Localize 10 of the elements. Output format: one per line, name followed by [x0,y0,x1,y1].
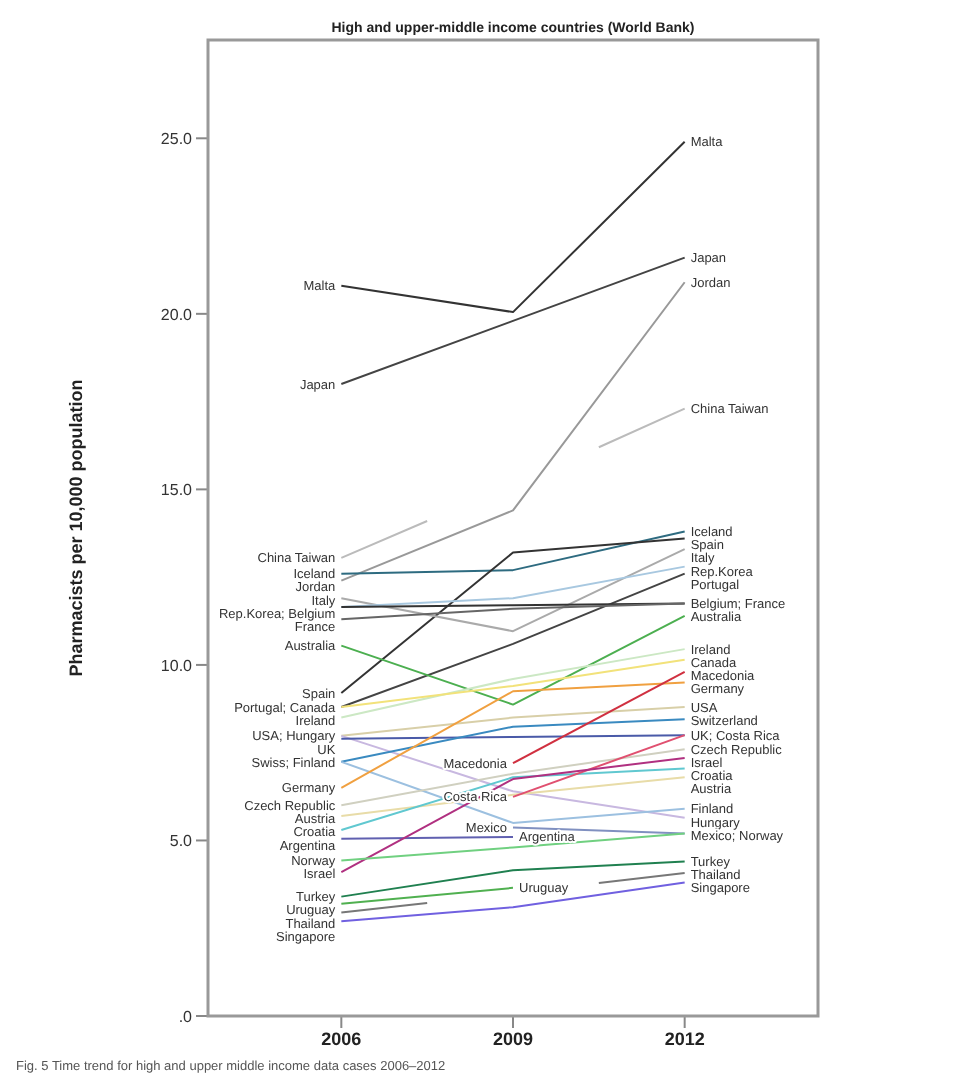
y-tick-label: 25.0 [160,129,194,148]
y-tick-label: 10.0 [160,656,194,675]
y-axis-title: Pharmacists per 10,000 population [66,379,87,677]
x-tick-label: 2009 [492,1028,534,1049]
y-tick-label: 5.0 [169,832,194,851]
y-tick-label: .0 [178,1007,194,1026]
x-tick-label: 2012 [664,1028,705,1049]
y-tick-label: 20.0 [160,305,194,324]
x-tick-label: 2006 [321,1028,362,1049]
y-tick-label: 15.0 [160,481,194,500]
